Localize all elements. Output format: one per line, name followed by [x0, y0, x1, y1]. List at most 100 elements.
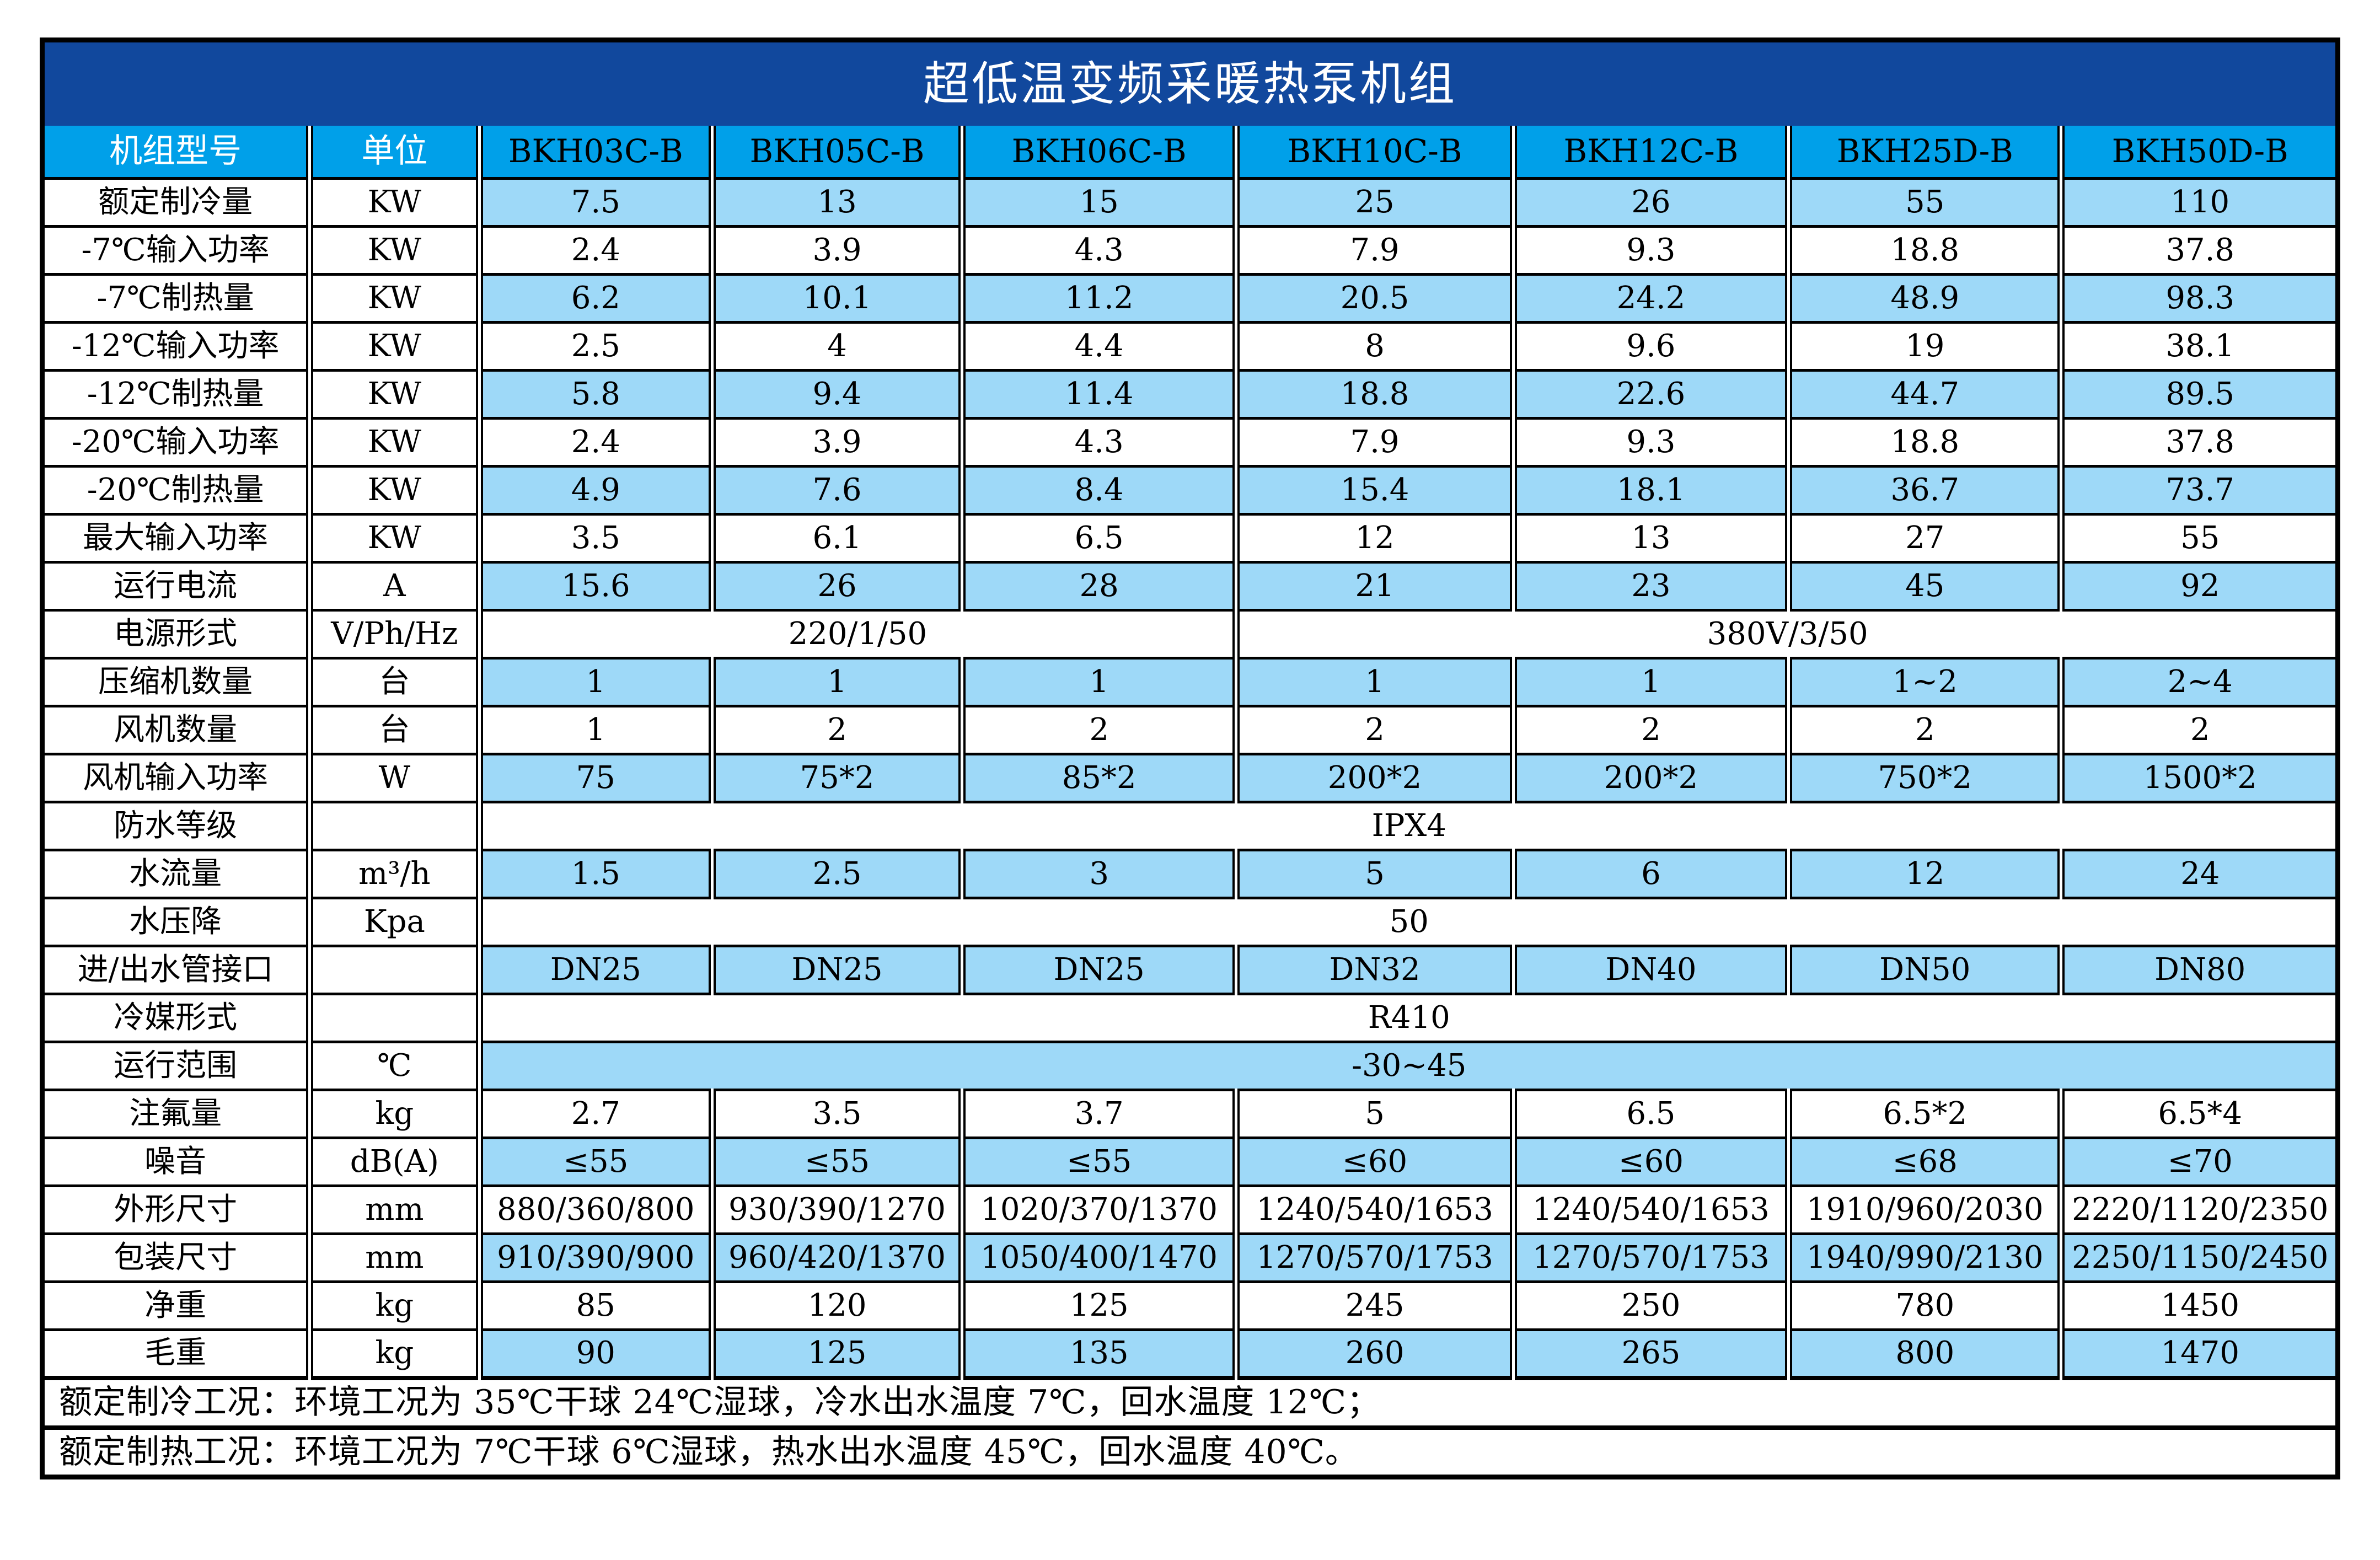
table-row: -20℃制热量 KW 4.9 7.6 8.4 15.4 18.1 36.7 73.7: [42, 465, 2338, 514]
row-unit: kg: [306, 1280, 480, 1330]
value-cell: 880/360/800: [475, 1184, 712, 1234]
note-text: 额定制热工况：环境工况为 7℃干球 6℃湿球，热水出水温度 45℃，回水温度 4…: [42, 1425, 2338, 1477]
value-cell: 24: [2057, 849, 2338, 898]
value-cell: 8: [1232, 321, 1514, 371]
value-cell: DN32: [1232, 945, 1514, 994]
table-row: 噪音 dB(A) ≤55 ≤55 ≤55 ≤60 ≤60 ≤68 ≤70: [42, 1137, 2338, 1186]
value-cell: 75*2: [709, 753, 962, 802]
spec-table: 超低温变频采暖热泵机组 机组型号 单位 BKH03C-B BKH05C-B BKH06C-…: [40, 37, 2340, 1479]
row-label: 噪音: [42, 1137, 310, 1186]
value-cell: 1910/960/2030: [1785, 1184, 2061, 1234]
value-cell: DN50: [1785, 945, 2061, 994]
row-unit: A: [306, 561, 480, 610]
value-cell: 85*2: [958, 753, 1236, 802]
row-label: 风机数量: [42, 705, 310, 754]
value-cell: 15.6: [475, 561, 712, 610]
value-cell: 6.5*4: [2057, 1089, 2338, 1138]
value-cell: 200*2: [1509, 753, 1789, 802]
row-unit: kg: [306, 1089, 480, 1138]
value-cell: 22.6: [1509, 369, 1789, 419]
value-cell: 120: [709, 1280, 962, 1330]
value-cell: 18.8: [1785, 417, 2061, 467]
span-cell: -30~45: [475, 1041, 2338, 1090]
value-cell: 4.4: [958, 321, 1236, 371]
table-row: 电源形式 V/Ph/Hz 220/1/50 380V/3/50: [42, 609, 2338, 658]
row-unit: KW: [306, 417, 480, 467]
header-cell: 单位: [306, 125, 480, 179]
row-label: -20℃制热量: [42, 465, 310, 514]
model-header-cell: BKH50D-B: [2057, 125, 2338, 179]
value-cell: 1: [1232, 657, 1514, 706]
row-unit: [306, 945, 480, 994]
title-row: 超低温变频采暖热泵机组: [42, 40, 2338, 126]
value-cell: 1500*2: [2057, 753, 2338, 802]
row-label: -12℃输入功率: [42, 321, 310, 371]
value-cell: 55: [1785, 177, 2061, 227]
value-cell: 3: [958, 849, 1236, 898]
value-cell: 85: [475, 1280, 712, 1330]
table-row: 毛重 kg 90 125 135 260 265 800 1470: [42, 1328, 2338, 1378]
page: 超低温变频采暖热泵机组 机组型号 单位 BKH03C-B BKH05C-B BKH06C-…: [40, 37, 2340, 1479]
value-cell: 125: [958, 1280, 1236, 1330]
row-label: 外形尺寸: [42, 1184, 310, 1234]
value-cell: 5.8: [475, 369, 712, 419]
value-cell: 13: [1509, 513, 1789, 562]
value-cell: 75: [475, 753, 712, 802]
row-label: 注氟量: [42, 1089, 310, 1138]
value-cell: 2.4: [475, 417, 712, 467]
table-row: -12℃制热量 KW 5.8 9.4 11.4 18.8 22.6 44.7 89.5: [42, 369, 2338, 419]
row-label: 额定制冷量: [42, 177, 310, 227]
value-cell: 1~2: [1785, 657, 2061, 706]
value-cell: 1470: [2057, 1328, 2338, 1378]
table-row: 防水等级 IPX4: [42, 801, 2338, 850]
span-cell: IPX4: [475, 801, 2338, 850]
value-cell: 37.8: [2057, 225, 2338, 275]
row-unit: kg: [306, 1328, 480, 1378]
value-cell: 45: [1785, 561, 2061, 610]
row-unit: 台: [306, 705, 480, 754]
value-cell: 4.3: [958, 225, 1236, 275]
value-cell: 1: [1509, 657, 1789, 706]
value-cell: DN25: [709, 945, 962, 994]
value-cell: 110: [2057, 177, 2338, 227]
value-cell: 13: [709, 177, 962, 227]
table-row: -7℃输入功率 KW 2.4 3.9 4.3 7.9 9.3 18.8 37.8: [42, 225, 2338, 275]
table-row: 水流量 m³/h 1.5 2.5 3 5 6 12 24: [42, 849, 2338, 898]
table-row: 冷媒形式 R410: [42, 993, 2338, 1042]
value-cell: 9.3: [1509, 417, 1789, 467]
value-cell: 2250/1150/2450: [2057, 1232, 2338, 1282]
value-cell: ≤55: [475, 1137, 712, 1186]
value-cell: 26: [709, 561, 962, 610]
row-label: 包装尺寸: [42, 1232, 310, 1282]
value-cell: 6.5: [958, 513, 1236, 562]
value-cell: 23: [1509, 561, 1789, 610]
row-label: -7℃制热量: [42, 273, 310, 323]
value-cell: 1: [475, 657, 712, 706]
value-cell: 1270/570/1753: [1232, 1232, 1514, 1282]
row-unit: KW: [306, 513, 480, 562]
row-unit: mm: [306, 1232, 480, 1282]
row-unit: Kpa: [306, 897, 480, 946]
model-header-cell: BKH03C-B: [475, 125, 712, 179]
model-header-cell: BKH25D-B: [1785, 125, 2061, 179]
value-cell: ≤55: [958, 1137, 1236, 1186]
table-row: 风机数量台 1 2 2 2 2 2 2: [42, 705, 2338, 754]
value-cell: 1240/540/1653: [1509, 1184, 1789, 1234]
table-row: 额定制冷量 KW 7.5 13 15 25 26 55 110: [42, 177, 2338, 227]
row-label: 净重: [42, 1280, 310, 1330]
row-label: 毛重: [42, 1328, 310, 1378]
value-cell: 26: [1509, 177, 1789, 227]
row-label: 最大输入功率: [42, 513, 310, 562]
row-unit: 台: [306, 657, 480, 706]
value-cell: 21: [1232, 561, 1514, 610]
value-cell: 4.9: [475, 465, 712, 514]
value-cell: 44.7: [1785, 369, 2061, 419]
value-cell: 2: [1509, 705, 1789, 754]
value-cell: 36.7: [1785, 465, 2061, 514]
value-cell: 6.5: [1509, 1089, 1789, 1138]
model-header-cell: BKH12C-B: [1509, 125, 1789, 179]
value-cell: 750*2: [1785, 753, 2061, 802]
value-cell: 7.9: [1232, 225, 1514, 275]
table-row: 外形尺寸 mm 880/360/800 930/390/1270 1020/370/13…: [42, 1184, 2338, 1234]
row-unit: V/Ph/Hz: [306, 609, 480, 658]
